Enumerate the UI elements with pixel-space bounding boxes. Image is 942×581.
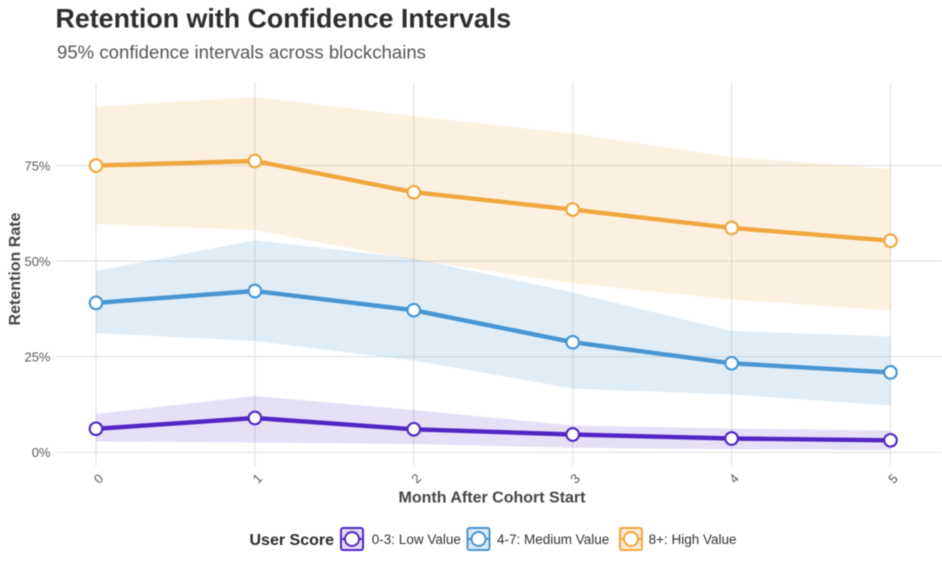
svg-text:95% confidence intervals acros: 95% confidence intervals across blockcha… <box>57 42 426 63</box>
svg-text:Retention Rate: Retention Rate <box>7 212 24 325</box>
svg-text:Retention with Confidence Inte: Retention with Confidence Intervals <box>56 4 512 34</box>
svg-text:25%: 25% <box>24 350 50 365</box>
svg-text:50%: 50% <box>24 254 50 269</box>
svg-text:0-3: Low Value: 0-3: Low Value <box>372 532 461 547</box>
svg-text:Month After Cohort Start: Month After Cohort Start <box>399 490 587 507</box>
svg-text:8+: High Value: 8+: High Value <box>649 532 737 547</box>
svg-text:75%: 75% <box>24 158 50 173</box>
svg-text:4-7: Medium Value: 4-7: Medium Value <box>497 532 609 547</box>
svg-text:User Score: User Score <box>250 532 335 549</box>
svg-text:0%: 0% <box>32 445 51 460</box>
